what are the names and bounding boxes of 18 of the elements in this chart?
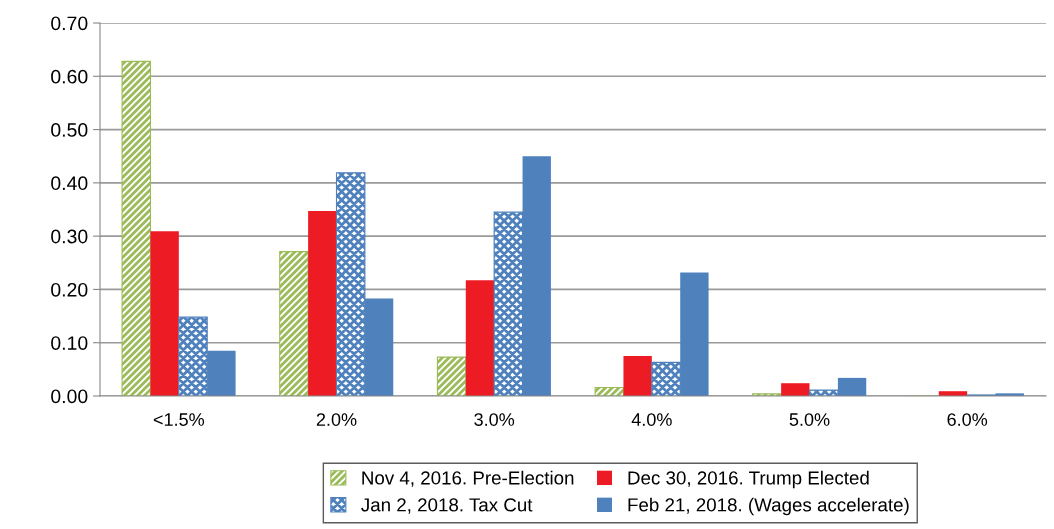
x-tick-label: 2.0% [316,413,357,426]
x-tick-label: 6.0% [947,413,988,426]
x-tick-label: <1.5% [153,413,205,426]
y-tick-label: 0.70 [51,16,88,31]
x-tick-label: 4.0% [631,413,672,426]
y-tick-label: 0.30 [51,229,88,244]
legend-label: Jan 2, 2018. Tax Cut [361,498,533,514]
y-tick-label: 0.20 [51,282,88,297]
x-tick-label: 5.0% [789,413,830,426]
y-tick-label: 0.40 [51,176,88,191]
legend-label: Dec 30, 2016. Trump Elected [628,470,869,489]
legend-label: Nov 4, 2016. Pre-Election [362,470,574,487]
legend-label: Feb 21, 2018. (Wages accelerate) [628,497,909,516]
y-tick-label: 0.50 [51,123,88,137]
y-tick-label: 0.10 [51,336,88,350]
y-tick-label: 0.00 [51,389,88,404]
y-tick-label: 0.60 [51,69,88,84]
x-tick-label: 3.0% [474,413,515,426]
